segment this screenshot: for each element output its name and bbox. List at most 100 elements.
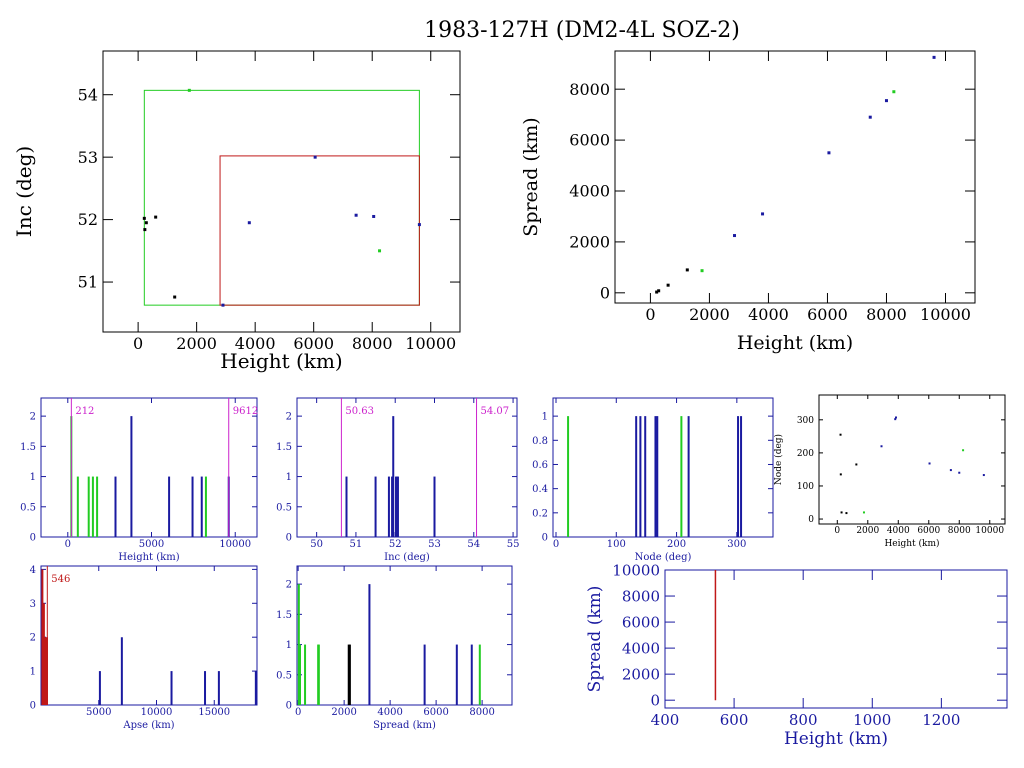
x-tick-label: 400 — [651, 711, 680, 729]
y-tick-label: 0 — [286, 533, 292, 544]
scatter-point — [839, 433, 842, 436]
y-tick-label: 2 — [30, 633, 36, 644]
x-tick-label: 8000 — [469, 707, 494, 718]
plot-frame — [40, 565, 258, 706]
scatter-point — [932, 55, 936, 59]
x-tick-label: 200 — [667, 539, 686, 550]
scatter-point — [142, 216, 146, 220]
y-tick-label: 0.2 — [532, 508, 548, 519]
scatter-point — [143, 228, 147, 232]
panel-hist-inc: 50 51 52 53 54 55 0 0.5 1 1.5 2 Inc (deg) 50.63 54.07 — [276, 397, 519, 563]
reference-line-label: 546 — [51, 574, 70, 585]
y-tick-label: 1 — [30, 667, 36, 678]
y-tick-label: 100 — [797, 482, 814, 492]
scatter-point — [949, 469, 952, 472]
plot-frame — [102, 50, 461, 333]
scatter-point — [655, 290, 659, 294]
y-tick-label: 52 — [78, 210, 98, 229]
scatter-point — [962, 449, 965, 452]
y-tick-label: 2 — [286, 580, 292, 591]
scatter-point — [761, 212, 765, 216]
x-tick-label: 10000 — [975, 526, 1004, 536]
panel-spread-vs-height-zoom: 400 600 800 1000 1200 0 2000 4000 6000 8000 10000 H… — [585, 561, 1008, 749]
x-axis-label: Apse (km) — [122, 720, 174, 731]
reference-line-label: 54.07 — [481, 406, 510, 417]
y-tick-label: 6000 — [622, 613, 660, 631]
x-tick-label: 2000 — [176, 334, 217, 353]
scatter-point — [417, 223, 421, 227]
x-tick-label: 54 — [467, 539, 480, 550]
panel-inc-vs-height: 0 2000 4000 6000 8000 10000 51 52 53 54 Height (km… — [12, 50, 461, 373]
scatter-point — [144, 221, 148, 225]
y-tick-label: 1 — [286, 472, 292, 483]
scatter-point — [845, 512, 848, 515]
scatter-point — [354, 213, 358, 217]
scatter-point — [827, 151, 831, 155]
y-tick-label: 6000 — [569, 131, 610, 150]
y-tick-label: 0 — [30, 701, 36, 712]
y-tick-label: 1 — [286, 640, 292, 651]
range-box-green — [143, 89, 420, 306]
x-axis-label: Spread (km) — [373, 720, 436, 731]
scatter-point — [868, 115, 872, 119]
x-tick-label: 8000 — [948, 526, 971, 536]
y-tick-label: 4 — [30, 565, 36, 576]
scatter-point — [685, 268, 689, 272]
x-tick-label: 1000 — [853, 711, 891, 729]
x-tick-label: 600 — [720, 711, 749, 729]
x-tick-label: 6000 — [807, 305, 848, 324]
scatter-point — [880, 445, 883, 448]
scatter-point — [372, 214, 376, 218]
scatter-point — [187, 88, 191, 92]
x-tick-label: 4000 — [235, 334, 276, 353]
y-tick-label: 2000 — [569, 233, 610, 252]
x-tick-label: 100 — [607, 539, 626, 550]
x-tick-label: 0 — [553, 539, 559, 550]
y-tick-label: 0.5 — [276, 670, 292, 681]
x-tick-label: 10000 — [405, 334, 456, 353]
x-tick-label: 53 — [428, 539, 441, 550]
x-tick-label: 6000 — [423, 707, 448, 718]
x-tick-label: 50 — [310, 539, 323, 550]
x-axis-label: Node (deg) — [635, 552, 692, 563]
x-tick-label: 51 — [350, 539, 363, 550]
scatter-point — [378, 249, 382, 253]
x-tick-label: 8000 — [352, 334, 393, 353]
panel-hist-height: 0 5000 10000 0 0.5 1 1.5 2 Height (km) 212 9612 — [20, 397, 258, 563]
x-tick-label: 2000 — [856, 526, 879, 536]
scatter-point — [894, 418, 897, 421]
scatter-point — [221, 303, 225, 307]
y-tick-label: 0.5 — [276, 502, 292, 513]
x-tick-label: 10000 — [920, 305, 971, 324]
x-tick-label: 2000 — [331, 707, 356, 718]
y-tick-label: 1 — [30, 472, 36, 483]
scatter-point — [928, 462, 931, 465]
figure-title: 1983-127H (DM2-4L SOZ-2) — [424, 18, 740, 43]
panel-spread-vs-height: 0 2000 4000 6000 8000 10000 0 2000 4000 6000 8000 H… — [520, 50, 976, 354]
scatter-point — [666, 283, 670, 287]
x-tick-label: 10000 — [141, 707, 173, 718]
y-tick-label: 0 — [600, 283, 610, 302]
scatter-point — [173, 295, 177, 299]
y-tick-label: 8000 — [622, 587, 660, 605]
panel-node-vs-height: 0 2000 4000 6000 8000 10000 0 100 200 300 Height (… — [773, 394, 1006, 549]
x-tick-label: 800 — [789, 711, 818, 729]
y-tick-label: 0 — [286, 701, 292, 712]
y-tick-label: 0 — [542, 533, 548, 544]
x-tick-label: 4000 — [748, 305, 789, 324]
range-box-red — [219, 155, 420, 306]
y-tick-label: 53 — [78, 148, 98, 167]
x-tick-label: 4000 — [377, 707, 402, 718]
plot-frame — [296, 565, 513, 706]
plot-frame — [40, 397, 258, 538]
x-tick-label: 0 — [65, 539, 71, 550]
scatter-point — [700, 269, 704, 273]
x-axis-label: Height (km) — [118, 552, 179, 563]
y-tick-label: 4000 — [569, 182, 610, 201]
x-tick-label: 1200 — [922, 711, 960, 729]
y-tick-label: 1.5 — [276, 442, 292, 453]
y-tick-label: 54 — [78, 85, 98, 104]
scatter-point — [894, 416, 897, 419]
y-tick-label: 300 — [797, 416, 814, 426]
scatter-point — [657, 289, 661, 293]
